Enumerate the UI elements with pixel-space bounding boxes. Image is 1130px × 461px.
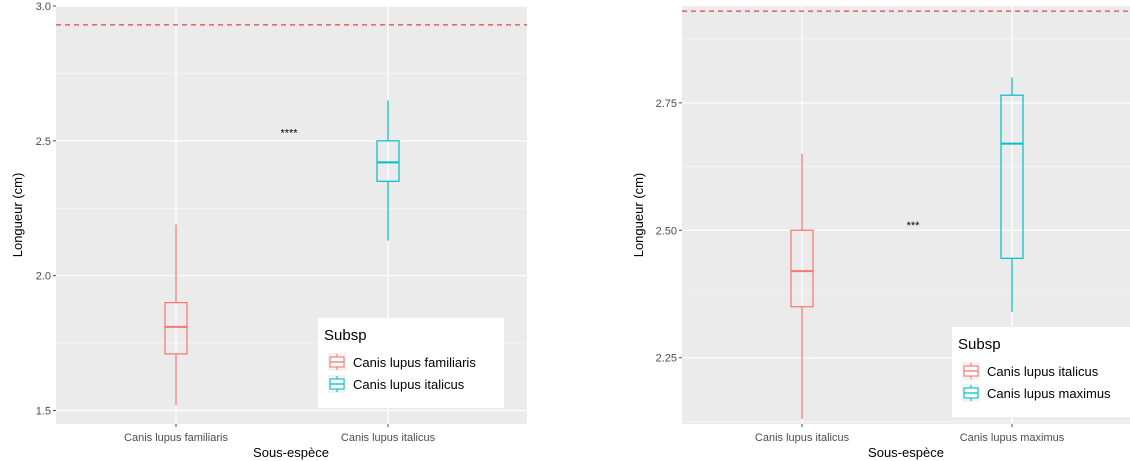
legend-key: [962, 362, 980, 380]
box-body: [164, 302, 188, 355]
legend-label: Canis lupus italicus: [987, 364, 1099, 379]
y-tick-label: 2.75: [656, 98, 677, 110]
box-1: [164, 224, 188, 406]
legend-label: Canis lupus italicus: [353, 377, 465, 392]
legend-key: [962, 384, 980, 402]
significance-label: ***: [907, 220, 921, 232]
significance-label: ****: [280, 128, 298, 140]
chart-panel-2: 2.25 2.50 2.75 Canis lupus italicus Canis lu…: [631, 6, 1130, 460]
y-axis-title: Longueur (cm): [631, 173, 646, 258]
box-body: [790, 229, 814, 308]
y-tick-label: 2.5: [36, 136, 51, 148]
box-1: [790, 153, 814, 419]
legend-label: Canis lupus familiaris: [353, 355, 476, 370]
y-tick-label: 2.50: [656, 225, 677, 237]
chart-panel-1: 1.5 2.0 2.5 3.0 Canis lupus familiaris Canis …: [10, 1, 527, 460]
y-tick-label: 2.25: [656, 353, 677, 365]
legend: Subsp Canis lupus familiaris Canis lupus i…: [318, 318, 504, 408]
box-2: [1000, 77, 1024, 312]
box-body: [376, 140, 400, 182]
x-tick-label: Canis lupus familiaris: [124, 432, 228, 444]
legend-title: Subsp: [958, 336, 1001, 353]
legend-title: Subsp: [324, 327, 367, 344]
x-axis-title: Sous-espèce: [253, 445, 329, 460]
y-tick-label: 2.0: [36, 271, 51, 283]
y-axis-title: Longueur (cm): [10, 173, 25, 258]
y-tick-label: 3.0: [36, 1, 51, 13]
legend-background: [318, 318, 504, 408]
legend: Subsp Canis lupus italicus Canis lupus max…: [952, 327, 1130, 417]
legend-key: [328, 375, 346, 393]
x-tick-label: Canis lupus italicus: [341, 432, 436, 444]
legend-label: Canis lupus maximus: [987, 386, 1111, 401]
x-tick-label: Canis lupus maximus: [960, 432, 1065, 444]
x-tick-label: Canis lupus italicus: [755, 432, 850, 444]
legend-key: [328, 353, 346, 371]
legend-background: [952, 327, 1130, 417]
box-2: [376, 100, 400, 241]
y-tick-label: 1.5: [36, 406, 51, 418]
box-body: [1000, 94, 1024, 259]
x-axis-title: Sous-espèce: [868, 445, 944, 460]
